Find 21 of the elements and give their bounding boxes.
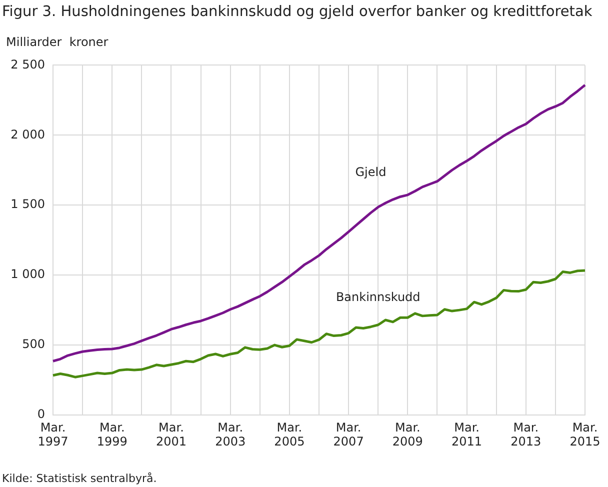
series-label: Bankinnskudd [336,290,420,304]
x-tick-label: Mar. 2011 [452,420,482,449]
x-tick-label: Mar. 1997 [38,420,68,449]
x-tick-label: Mar. 2003 [215,420,246,449]
x-tick-label: Mar. 2015 [570,420,600,449]
x-tick-label: Mar. 2001 [156,420,186,449]
y-tick-label: 1 000 [10,267,45,282]
y-tick-label: 500 [22,337,45,352]
y-tick-label: 2 500 [10,57,45,72]
x-tick-label: Mar. 2007 [333,420,364,449]
series-label: Gjeld [355,164,386,179]
x-tick-label: Mar. 2013 [510,420,542,449]
chart-title: Figur 3. Husholdningenes bankinnskudd og gjeld overfor banker og kredittforetak [2,4,592,20]
y-tick-label: 2 000 [10,127,45,142]
x-tick-label: Mar. 2009 [392,420,423,449]
y-tick-label: 0 [37,407,45,422]
x-tick-label: Mar. 1999 [96,420,128,449]
y-tick-label: 1 500 [10,197,45,212]
x-tick-label: Mar. 2005 [274,420,305,449]
text: Kilde: Statistisk sentralbyrå. [2,472,157,485]
y-axis-title: Milliarder kroner [6,35,108,49]
